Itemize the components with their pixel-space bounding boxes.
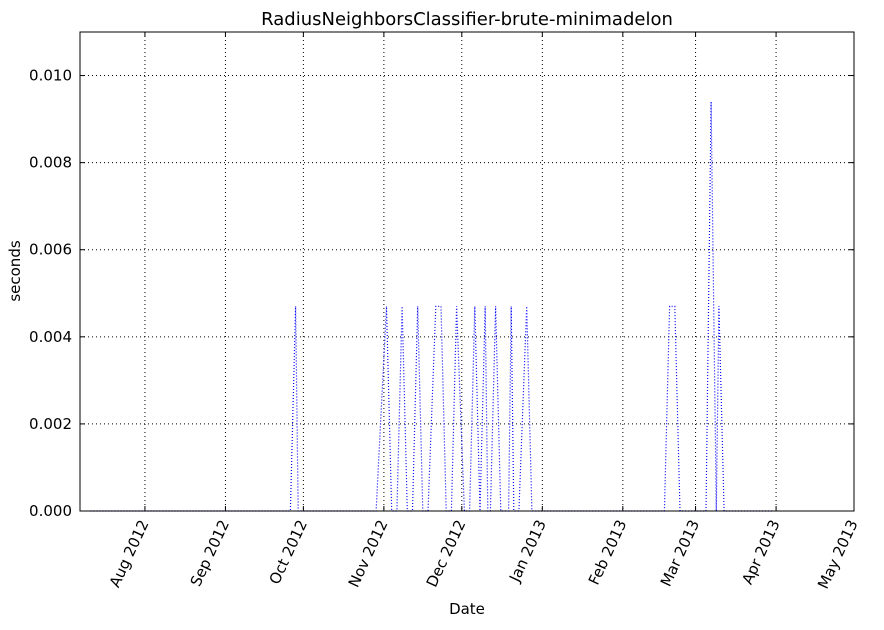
- y-tick-label: 0.008: [29, 154, 72, 172]
- y-tick-label: 0.004: [29, 328, 72, 346]
- chart-title: RadiusNeighborsClassifier-brute-minimade…: [261, 9, 673, 30]
- x-tick-label: Nov 2012: [345, 517, 392, 590]
- x-tick-label: Apr 2013: [738, 517, 783, 587]
- x-tick-label: Dec 2012: [423, 517, 470, 590]
- series-line: [90, 101, 774, 512]
- plot-frame: [79, 31, 855, 512]
- y-tick-label: 0.010: [29, 67, 72, 85]
- x-tick-label: Sep 2012: [187, 517, 233, 589]
- y-axis-label: seconds: [6, 240, 24, 301]
- plot-area: [80, 32, 854, 511]
- x-tick-label: Jan 2013: [505, 517, 550, 585]
- x-tick-label: Aug 2012: [106, 517, 153, 590]
- x-tick-label: Feb 2013: [585, 517, 631, 588]
- y-tick-label: 0.006: [29, 241, 72, 259]
- x-tick-label: May 2013: [814, 517, 862, 592]
- series-layer: [90, 101, 774, 512]
- tick-marks: [80, 32, 855, 512]
- y-tick-labels: 0.000 0.002 0.004 0.006 0.008 0.010: [29, 67, 72, 520]
- x-tick-label: Oct 2012: [266, 517, 311, 587]
- x-axis-label: Date: [449, 600, 485, 618]
- x-tick-labels: Aug 2012 Sep 2012 Oct 2012 Nov 2012 Dec 2012…: [106, 517, 862, 592]
- y-tick-label: 0.000: [29, 502, 72, 520]
- x-tick-label: Mar 2013: [657, 517, 703, 589]
- y-tick-label: 0.002: [29, 415, 72, 433]
